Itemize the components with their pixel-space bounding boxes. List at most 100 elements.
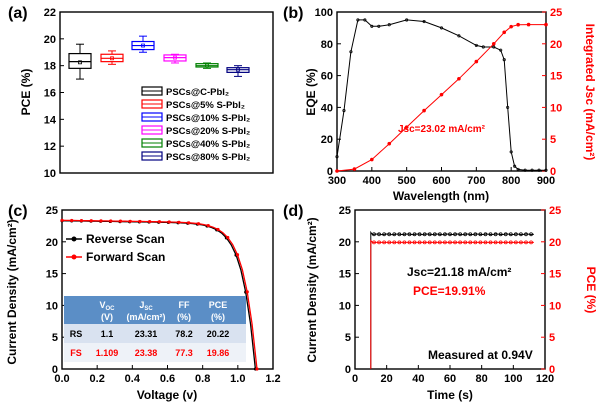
eqe-point <box>405 18 409 22</box>
eqe-point <box>335 155 339 159</box>
jv-point <box>235 253 240 257</box>
eqe-point <box>370 24 374 28</box>
eqe-point <box>377 24 381 28</box>
jv-point <box>196 222 201 226</box>
table-header-unit: (%) <box>177 312 191 322</box>
panel-c-x-tick-label: 0.8 <box>195 373 210 385</box>
pce-point <box>478 240 483 245</box>
legend-marker <box>71 236 77 242</box>
panel-b-y2-tick-label: 0 <box>550 166 556 178</box>
current-density-point <box>427 232 432 237</box>
eqe-point <box>457 34 461 38</box>
table-header-sub: OC <box>106 306 116 312</box>
panel-d-x-tick-label: 40 <box>412 373 424 385</box>
pce-point <box>529 240 533 245</box>
panel-b-frame <box>336 11 547 172</box>
current-density-point <box>503 232 508 237</box>
panel-b-y-tick-label: 40 <box>321 102 333 114</box>
panel-b-label: (b) <box>283 5 303 22</box>
panel-c-y-tick-label: 5 <box>52 332 58 344</box>
legend-entry-label: PSCs@10% S-PbI₂ <box>166 113 250 124</box>
eqe-point <box>537 168 541 172</box>
current-density-point <box>422 232 427 237</box>
current-density-point <box>377 232 381 237</box>
table-row-rs-bg <box>64 324 246 343</box>
panel-d-series <box>370 230 534 369</box>
table-header-main: V <box>99 300 105 310</box>
pce-point <box>412 240 417 245</box>
panel-d-x-tick-label: 120 <box>536 373 554 385</box>
panel-b-x-tick-label: 700 <box>467 175 485 187</box>
box-mean-marker <box>205 63 209 68</box>
panel-d-y2-tick-label: 25 <box>549 205 561 217</box>
pce-point <box>407 240 412 245</box>
panel-a-y-axis: 10 12 14 16 18 20 22 <box>44 7 64 180</box>
table-header-unit: (V) <box>101 312 113 322</box>
current-density-point <box>443 232 447 237</box>
panel-c-series <box>60 218 259 371</box>
pce-point <box>458 240 463 245</box>
integrated-jsc-point <box>474 59 479 64</box>
pce-point <box>483 240 488 245</box>
box-mean-marker <box>236 67 240 72</box>
panel-b-y2-tick-label: 10 <box>550 102 562 114</box>
integrated-jsc-point <box>404 125 409 129</box>
integrated-jsc-point <box>526 22 531 27</box>
eqe-point <box>342 109 346 113</box>
panel-b-jsc-annotation: Jsc=23.02 mA/cm² <box>398 124 486 135</box>
current-density-point <box>483 232 488 237</box>
jv-point <box>118 219 123 223</box>
panel-b-y2-axis-label: Integrated Jsc (mA/cm²) <box>583 24 597 161</box>
jv-point <box>79 218 84 223</box>
integrated-jsc-point <box>439 92 444 97</box>
eqe-point <box>356 18 360 22</box>
panel-c-label: (c) <box>8 203 28 220</box>
legend-entry-label: Forward Scan <box>86 250 165 264</box>
jv-point <box>138 219 142 224</box>
current-density-point <box>382 232 387 237</box>
eqe-point <box>502 58 506 62</box>
box-mean-marker <box>173 55 177 60</box>
panel-b-x-tick-label: 600 <box>432 175 450 187</box>
table-cell: 78.2 <box>175 329 193 339</box>
panel-d-y-tick-label: 10 <box>339 300 351 312</box>
table-header-label: PCE <box>209 300 228 310</box>
table-cell: 23.31 <box>135 329 158 339</box>
current-density-point <box>417 232 422 237</box>
pce-point <box>513 240 518 245</box>
panel-d-pce-annotation: PCE=19.91% <box>413 284 486 298</box>
box-mean-marker <box>110 56 114 61</box>
integrated-jsc-point <box>544 22 548 27</box>
panel-d-x-axis: 0 20 40 60 80 100 120 <box>352 365 554 385</box>
panel-b-x-tick-label: 400 <box>363 175 381 187</box>
eqe-line <box>336 19 546 171</box>
pce-point <box>448 240 452 245</box>
current-density-point <box>468 232 473 237</box>
table-cell: 23.38 <box>135 348 158 358</box>
panel-a-y-tick-label: 16 <box>44 88 56 100</box>
panel-b-x-tick-label: 900 <box>537 175 555 187</box>
current-density-point <box>407 232 412 237</box>
pce-point <box>397 240 402 245</box>
pce-point <box>453 240 457 245</box>
current-density-point <box>524 232 528 237</box>
pce-point <box>382 240 387 245</box>
jv-point <box>226 235 230 240</box>
panel-b-x-tick-label: 500 <box>397 175 415 187</box>
integrated-jsc-point <box>352 167 357 171</box>
panel-d-y2-tick-label: 20 <box>549 237 561 249</box>
eqe-point <box>530 168 534 172</box>
panel-a-boxes <box>68 35 250 80</box>
box-mean-marker <box>78 60 82 65</box>
eqe-point <box>492 45 496 49</box>
pce-point <box>468 240 473 245</box>
panel-b-y-tick-label: 20 <box>321 134 333 146</box>
panel-d-y-tick-label: 5 <box>345 332 351 344</box>
jv-point <box>70 218 74 223</box>
current-density-point <box>453 232 457 237</box>
panel-d-y-tick-label: 0 <box>345 364 351 376</box>
integrated-jsc-point <box>335 169 339 173</box>
current-density-point <box>519 232 523 237</box>
panel-a-y-tick-label: 18 <box>44 61 56 73</box>
